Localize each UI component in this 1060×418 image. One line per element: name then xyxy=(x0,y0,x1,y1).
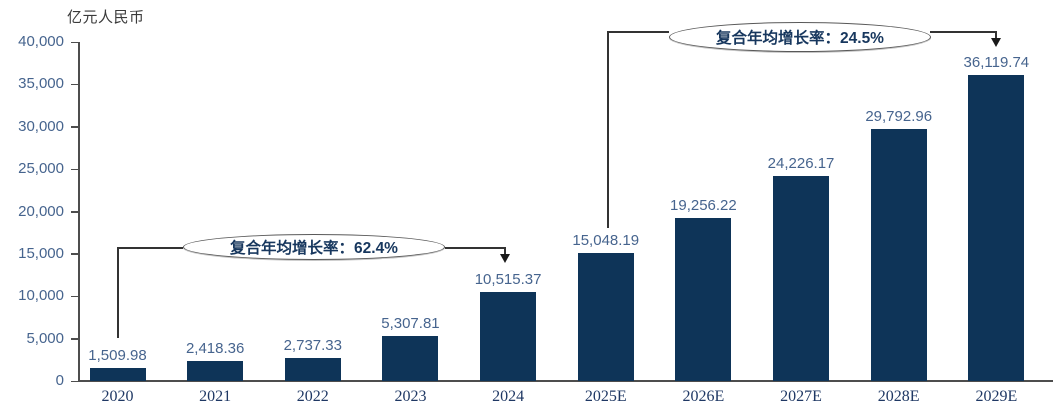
x-axis-label-2024: 2024 xyxy=(492,388,525,405)
y-axis-tick-mark xyxy=(71,295,78,298)
y-axis-unit-label: 亿元人民币 xyxy=(67,9,145,26)
bar-value-label: 24,226.17 xyxy=(767,154,835,172)
bar-2025E xyxy=(577,253,634,381)
x-axis-label-2023: 2023 xyxy=(394,388,427,405)
annotation-connector-line xyxy=(504,247,506,255)
bar-2022 xyxy=(284,357,341,381)
bar-value-label: 15,048.19 xyxy=(572,232,640,250)
x-axis-label-2027E: 2027E xyxy=(780,388,822,405)
bar-2026E xyxy=(675,217,732,381)
cagr-annotation-2020-2024: 复合年均增长率：62.4% xyxy=(183,234,445,260)
bar-value-label: 2,737.33 xyxy=(283,336,342,354)
x-axis-label-2021: 2021 xyxy=(199,388,232,405)
bar-value-label: 1,509.98 xyxy=(88,347,147,365)
x-axis-label-2025E: 2025E xyxy=(584,388,627,405)
y-axis-tick-label: 15,000 xyxy=(18,244,64,262)
bar-2020 xyxy=(89,368,146,381)
cagr-annotation-text: 复合年均增长率：62.4% xyxy=(230,240,398,257)
arrow-down-icon xyxy=(500,254,510,263)
cagr-annotation-2025-2029: 复合年均增长率：24.5% xyxy=(669,22,931,52)
annotation-connector-line xyxy=(445,247,505,249)
y-axis-tick-label: 5,000 xyxy=(26,329,64,347)
x-axis-label-2028E: 2028E xyxy=(877,388,920,405)
y-axis-tick-mark xyxy=(71,253,78,255)
arrow-down-icon xyxy=(991,38,1001,47)
x-axis-label-2022: 2022 xyxy=(296,388,329,405)
y-axis-tick-label: 30,000 xyxy=(18,117,64,135)
y-axis-tick-mark xyxy=(71,168,78,171)
bar-2028E xyxy=(870,128,927,381)
annotation-connector-line xyxy=(607,31,669,33)
bar-value-label: 19,256.22 xyxy=(670,196,737,214)
bar-2027E xyxy=(773,175,830,381)
bar-value-label: 5,307.81 xyxy=(381,315,440,333)
bar-value-label: 2,418.36 xyxy=(185,339,245,357)
bar-2021 xyxy=(187,360,244,381)
y-axis-tick-label: 0 xyxy=(55,372,64,389)
x-axis-label-2029E: 2029E xyxy=(975,388,1018,405)
x-axis-label-2026E: 2026E xyxy=(682,388,725,405)
bar-value-label: 10,515.37 xyxy=(474,270,542,288)
y-axis-tick-label: 20,000 xyxy=(18,202,64,220)
x-axis-label-2020: 2020 xyxy=(101,388,134,405)
annotation-connector-line xyxy=(995,31,997,39)
bar-2024 xyxy=(480,291,537,381)
bar-2023 xyxy=(382,336,439,381)
annotation-connector-line xyxy=(117,247,119,338)
y-axis-tick-mark xyxy=(71,338,78,340)
x-axis-line xyxy=(78,380,1053,382)
y-axis-tick-mark xyxy=(71,41,78,43)
bar-value-label: 36,119.74 xyxy=(963,53,1030,71)
y-axis-tick-mark xyxy=(71,126,78,128)
y-axis-tick-label: 35,000 xyxy=(18,75,64,93)
y-axis-tick-label: 25,000 xyxy=(18,160,64,178)
annotation-connector-line xyxy=(117,247,183,249)
y-axis-tick-mark xyxy=(71,83,78,86)
annotation-connector-line xyxy=(607,31,609,228)
y-axis-tick-label: 40,000 xyxy=(18,33,64,50)
y-axis-line xyxy=(78,42,80,382)
y-axis-tick-mark xyxy=(71,211,78,213)
annotation-connector-line xyxy=(930,31,996,33)
y-axis-tick-mark xyxy=(71,380,78,382)
bar-2029E xyxy=(968,74,1025,381)
bar-value-label: 29,792.96 xyxy=(865,107,933,125)
cagr-annotation-text: 复合年均增长率：24.5% xyxy=(716,30,884,47)
y-axis-tick-label: 10,000 xyxy=(18,287,64,305)
